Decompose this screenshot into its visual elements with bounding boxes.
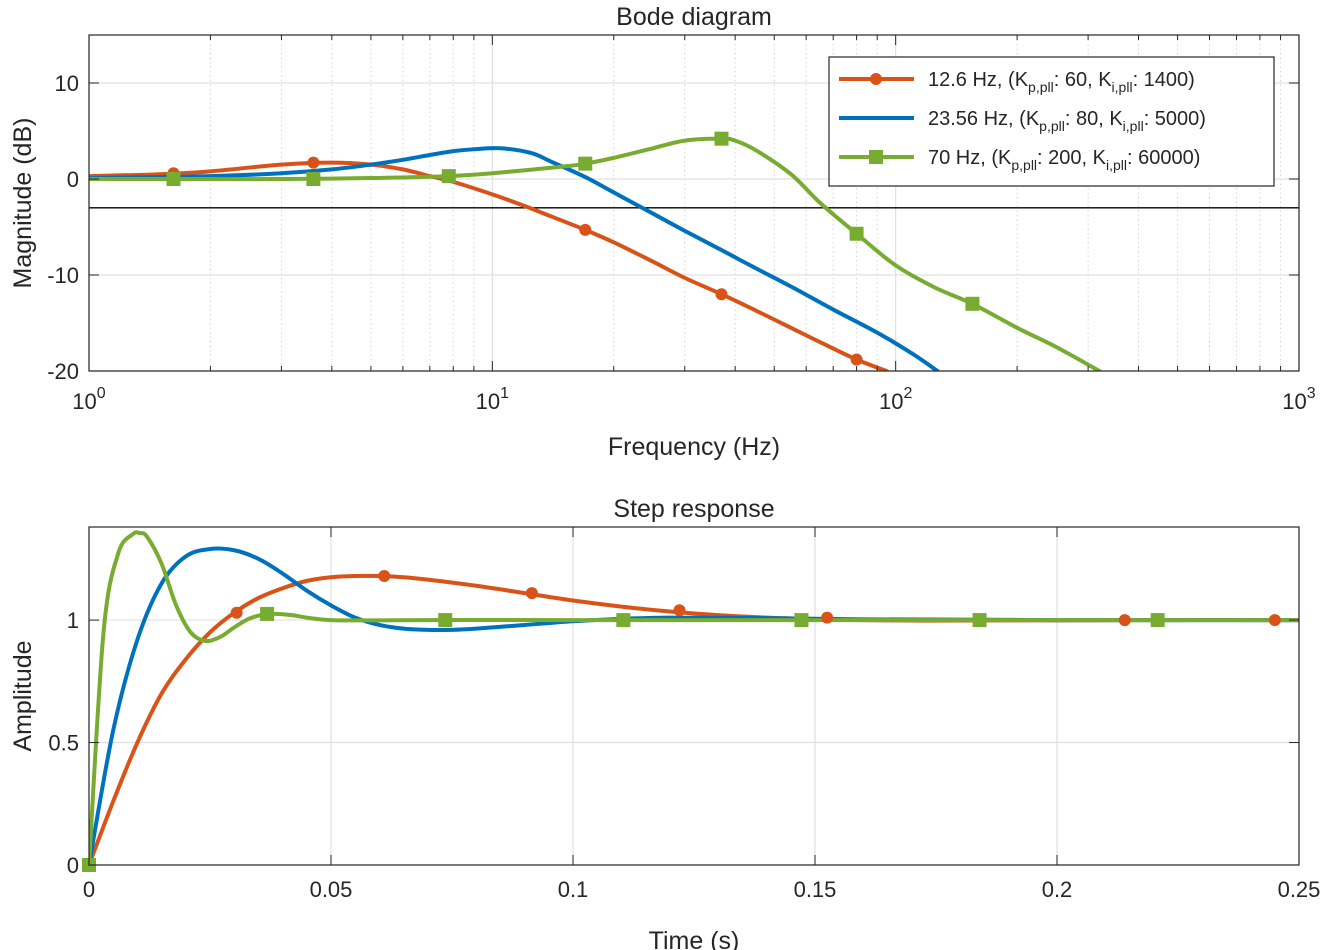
series-0-marker	[1118, 614, 1131, 627]
x-axis-label: Frequency (Hz)	[608, 433, 780, 461]
y-tick-label: 0.5	[48, 731, 79, 756]
series-2-marker	[166, 172, 181, 186]
x-tick-label: 103	[1282, 385, 1315, 414]
series-0-marker	[307, 156, 320, 169]
series-2-marker	[306, 172, 321, 186]
x-tick-label: 0.1	[558, 877, 589, 902]
legend-marker-2	[869, 150, 883, 164]
y-tick-label: -10	[47, 263, 79, 288]
series-0-marker	[230, 606, 243, 619]
x-axis-label: Time (s)	[649, 927, 740, 950]
series-2-marker	[794, 613, 809, 628]
y-tick-label: 0	[67, 167, 79, 192]
x-tick-label: 0.15	[794, 877, 837, 902]
y-tick-label: 1	[67, 608, 79, 633]
x-tick-label: 101	[476, 385, 509, 414]
series-0-marker	[1268, 614, 1281, 627]
series-2-marker	[1150, 613, 1165, 628]
axes-box	[88, 34, 1300, 372]
series-line-0	[89, 160, 889, 371]
series-0-marker	[715, 288, 728, 301]
y-axis-label: Amplitude	[9, 640, 37, 751]
x-tick-label: 100	[72, 385, 105, 414]
x-tick-label: 102	[879, 385, 912, 414]
series-0-marker	[579, 223, 592, 236]
series-0-marker	[821, 611, 834, 624]
y-tick-label: 10	[55, 71, 79, 96]
series-group	[89, 136, 1102, 371]
chart-title: Bode diagram	[616, 3, 772, 31]
series-2-marker	[441, 169, 456, 184]
bode-diagram-panel: 100 101 102 103 -20 -10 0 10 Bode diagram Frequen…	[9, 3, 1316, 461]
step-response-panel: 0 0.05 0.1 0.15 0.2 0.25 0 0.5 1 Step response Tim…	[9, 495, 1320, 950]
series-0-marker	[525, 587, 538, 600]
legend: 12.6 Hz, (Kp,pll: 60, Ki,pll: 1400) 23.56…	[828, 56, 1275, 187]
x-tick-label: 0.2	[1042, 877, 1073, 902]
legend-entry-1: 23.56 Hz, (Kp,pll: 80, Ki,pll: 5000)	[928, 108, 1206, 134]
series-2-marker	[972, 613, 987, 628]
plot-area	[89, 527, 1299, 865]
x-tick-label: 0	[83, 877, 95, 902]
legend-entry-0: 12.6 Hz, (Kp,pll: 60, Ki,pll: 1400)	[928, 69, 1195, 95]
series-2-marker	[965, 296, 980, 311]
series-line-1	[89, 146, 940, 371]
series-2-marker	[260, 606, 275, 621]
y-axis-label: Magnitude (dB)	[9, 118, 37, 289]
legend-box	[828, 56, 1275, 187]
series-line-2	[89, 136, 1102, 371]
y-tick-label: -20	[47, 359, 79, 384]
x-tick-label: 0.05	[310, 877, 353, 902]
axes-box	[88, 526, 1300, 866]
legend-marker-0	[870, 73, 882, 85]
series-2-marker	[616, 613, 631, 628]
series-2-marker	[578, 156, 593, 171]
series-2-marker	[714, 131, 729, 146]
series-0-marker	[850, 353, 863, 366]
x-tick-label: 0.25	[1278, 877, 1321, 902]
series-2-marker	[849, 226, 864, 241]
legend-entry-2: 70 Hz, (Kp,pll: 200, Ki,pll: 60000)	[928, 147, 1200, 173]
series-2-marker	[438, 613, 453, 628]
chart-title: Step response	[613, 495, 774, 523]
series-0-marker	[378, 569, 391, 582]
y-tick-label: 0	[67, 853, 79, 878]
series-0-marker	[673, 604, 686, 617]
